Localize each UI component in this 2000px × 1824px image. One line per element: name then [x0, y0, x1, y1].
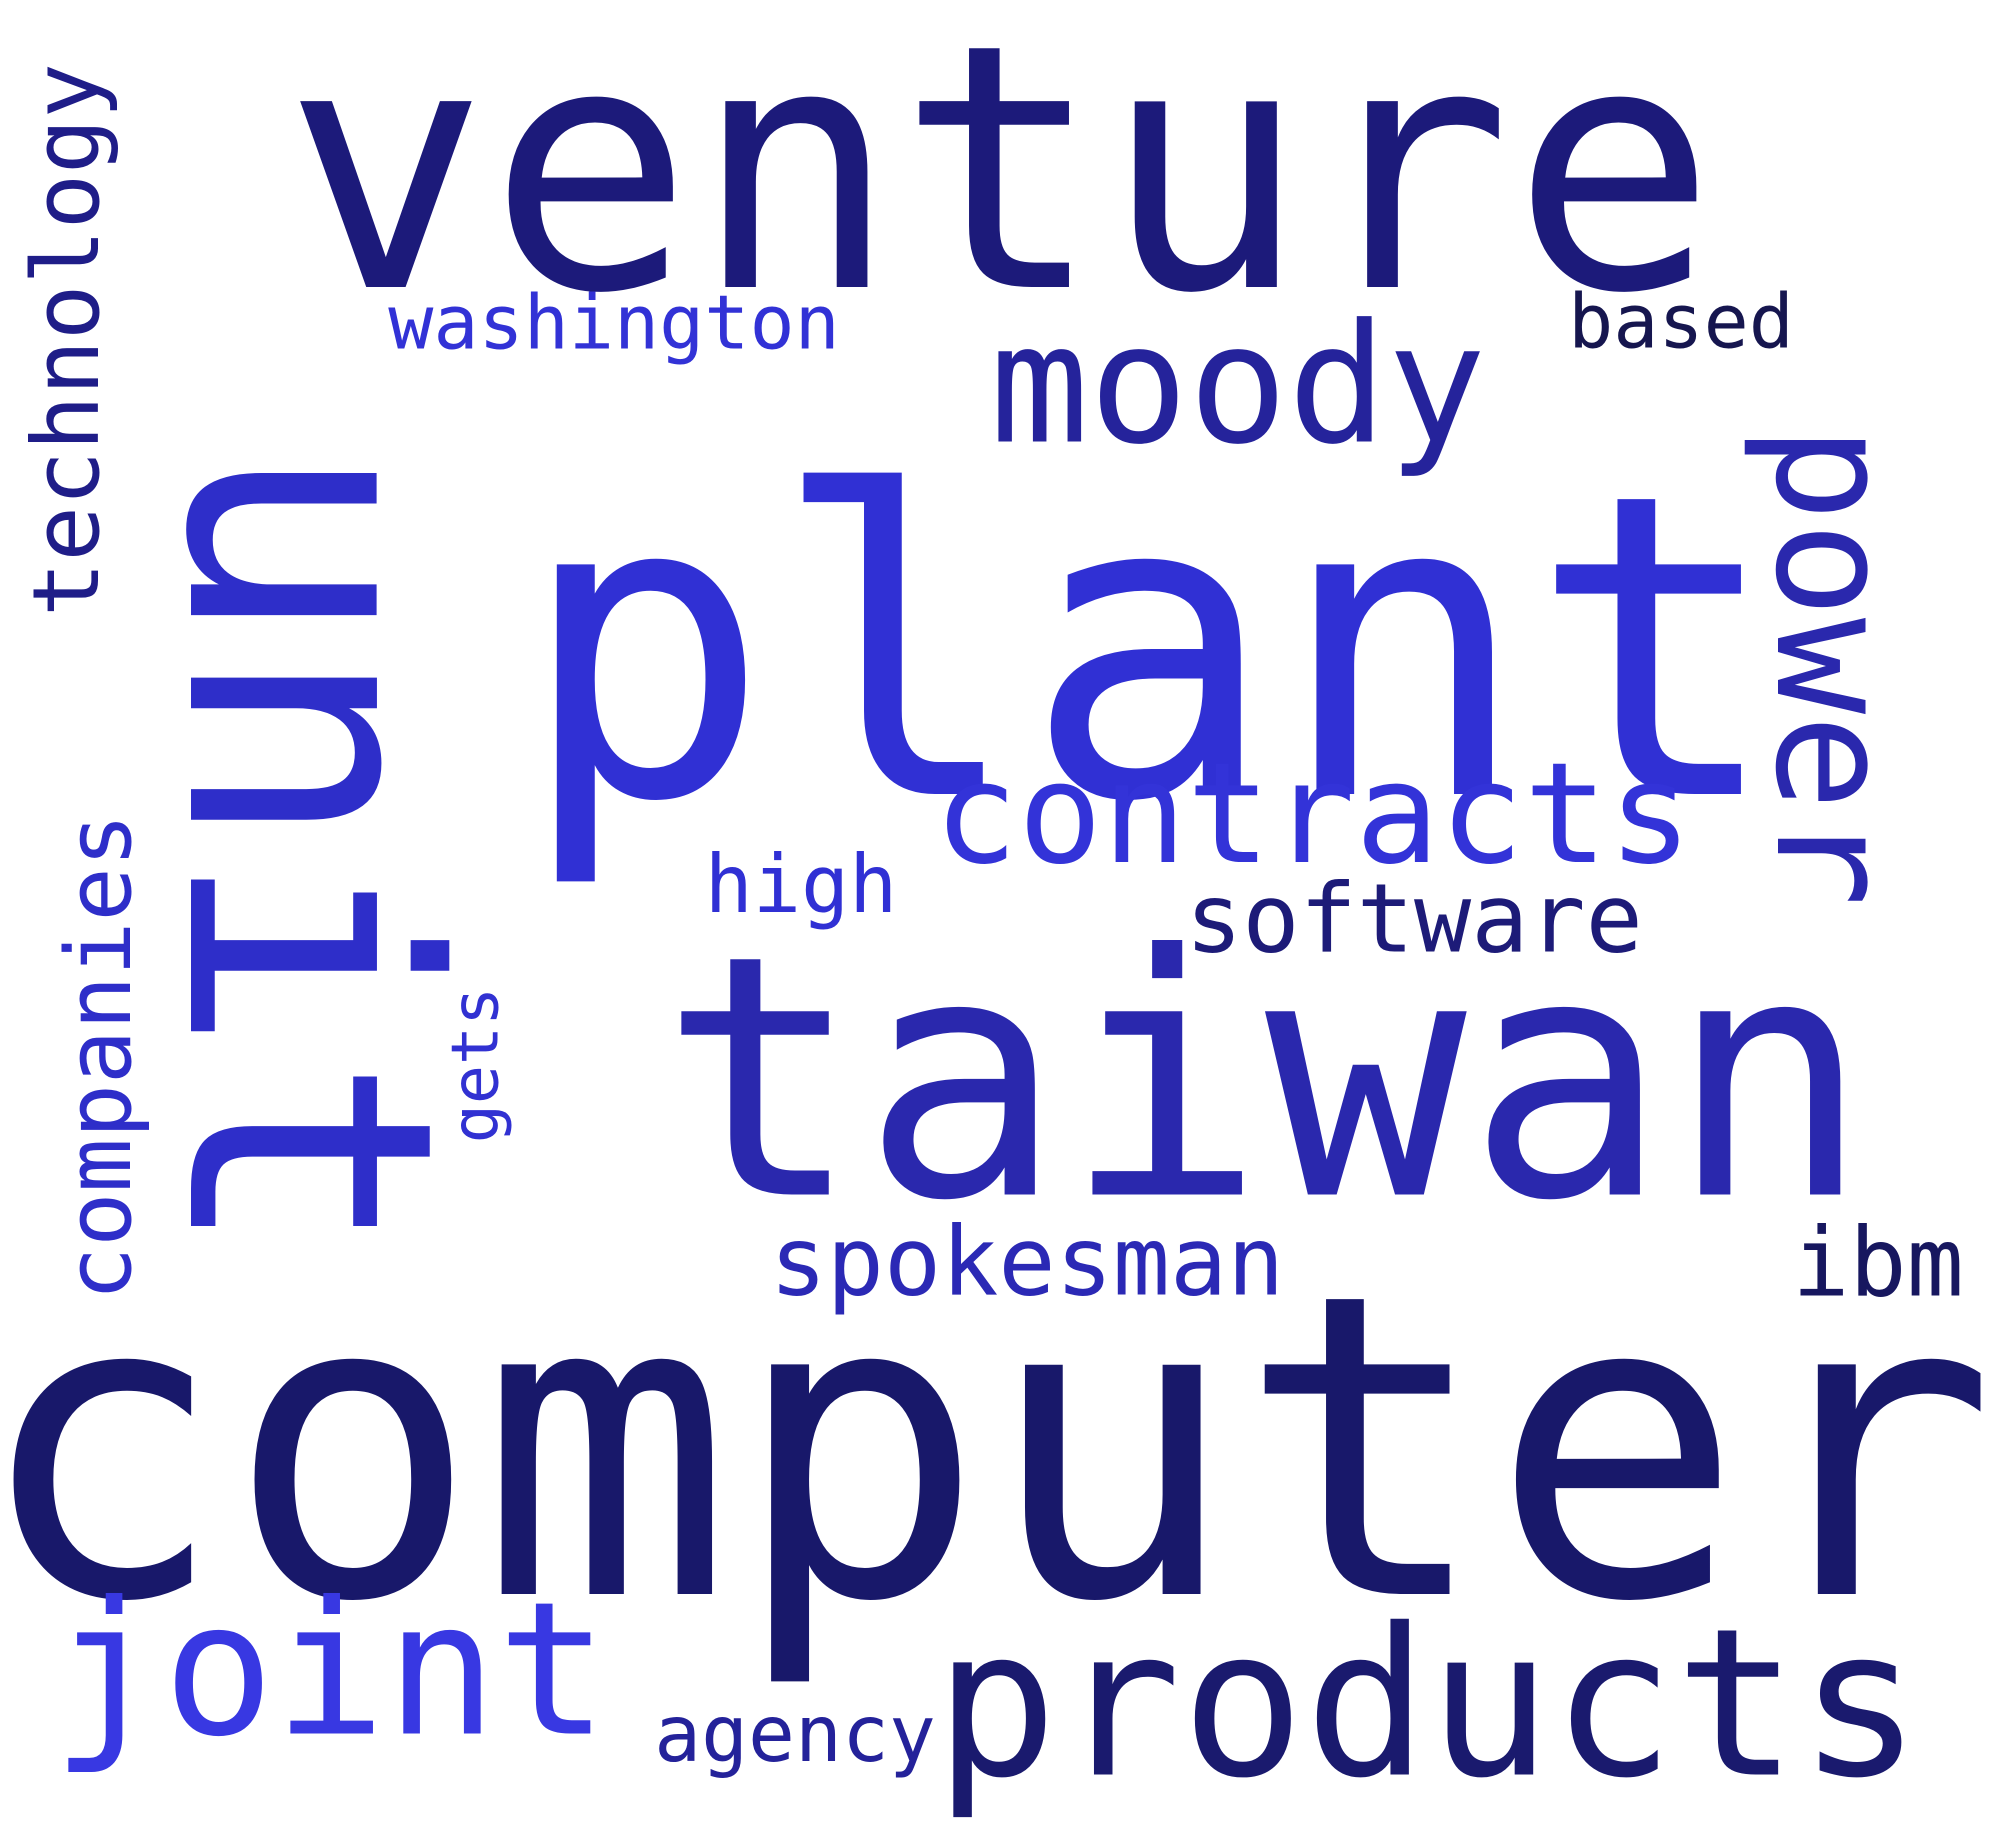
- word-unit: unit: [110, 440, 506, 1260]
- word-washington: washington: [388, 278, 840, 367]
- word-plant: plant: [517, 405, 1783, 894]
- word-software: software: [1185, 864, 1643, 975]
- word-taiwan: taiwan: [659, 884, 1871, 1275]
- word-ibm: ibm: [1792, 1208, 1964, 1319]
- word-joint: joint: [51, 1561, 609, 1778]
- word-based: based: [1568, 277, 1794, 366]
- word-venture: venture: [283, 0, 1717, 368]
- word-technology: technology: [13, 63, 120, 617]
- word-contracts: contracts: [933, 733, 1693, 896]
- word-computer: computer: [0, 1205, 1997, 1694]
- word-spokesman: spokesman: [769, 1207, 1285, 1318]
- word-agency: agency: [654, 1690, 936, 1780]
- word-companies: companies: [47, 813, 152, 1301]
- word-products: products: [934, 1585, 1922, 1824]
- word-gets: gets: [438, 986, 514, 1144]
- word-power: power: [1740, 425, 1927, 907]
- word-moody: moody: [989, 288, 1487, 481]
- word-high: high: [704, 838, 898, 931]
